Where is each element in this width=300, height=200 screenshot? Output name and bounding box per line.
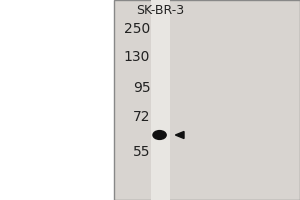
Bar bbox=[151, 0, 170, 200]
Text: SK-BR-3: SK-BR-3 bbox=[136, 4, 184, 18]
Circle shape bbox=[153, 131, 166, 139]
Text: 130: 130 bbox=[124, 50, 150, 64]
Text: 250: 250 bbox=[124, 22, 150, 36]
Polygon shape bbox=[176, 131, 184, 139]
Text: 55: 55 bbox=[133, 145, 150, 159]
Text: 95: 95 bbox=[133, 81, 150, 95]
Text: 72: 72 bbox=[133, 110, 150, 124]
Bar bbox=[114, 0, 300, 200]
